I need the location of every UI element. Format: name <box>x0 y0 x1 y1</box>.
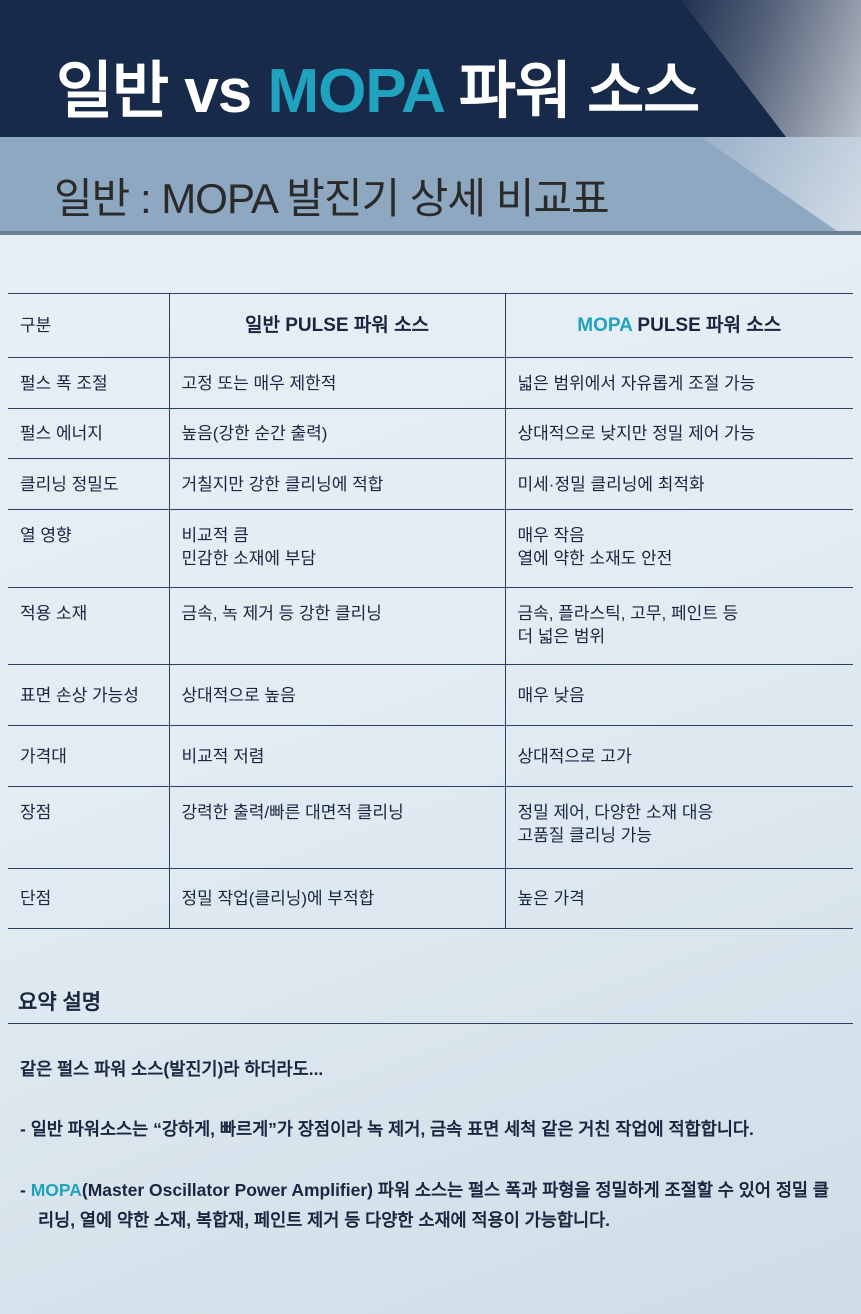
row-label: 클리닝 정밀도 <box>8 458 169 510</box>
summary-intro: 같은 펄스 파워 소스(발진기)라 하더라도... <box>20 1059 324 1079</box>
row-label: 적용 소재 <box>8 587 169 665</box>
general-cell: 상대적으로 높음 <box>168 664 505 726</box>
mopa-cell: 상대적으로 낮지만 정밀 제어 가능 <box>504 408 853 459</box>
cell-line: 상대적으로 고가 <box>517 746 632 766</box>
row-label: 표면 손상 가능성 <box>8 664 169 726</box>
bullet-dash: - <box>20 1180 31 1200</box>
row-label-text: 단점 <box>20 889 52 908</box>
mopa-cell: 매우 낮음 <box>504 664 853 726</box>
title-accent: MOPA <box>267 57 444 126</box>
table-header-row: 구분 일반 PULSE 파워 소스 MOPA PULSE 파워 소스 <box>8 293 853 358</box>
cell-line: 금속, 녹 제거 등 강한 클리닝 <box>181 604 382 623</box>
header-mopa-rest: PULSE 파워 소스 <box>632 315 782 336</box>
row-label: 펄스 폭 조절 <box>8 357 169 409</box>
header-category: 구분 <box>8 293 169 358</box>
general-cell: 비교적 저렴 <box>168 725 505 787</box>
row-label: 장점 <box>8 786 169 869</box>
cell-line: 미세·정밀 클리닝에 최적화 <box>517 474 705 494</box>
row-label-text: 적용 소재 <box>20 604 88 623</box>
general-cell: 금속, 녹 제거 등 강한 클리닝 <box>168 587 505 665</box>
mopa-accent: MOPA <box>577 315 633 336</box>
row-label-text: 열 영향 <box>20 526 72 545</box>
row-label: 단점 <box>8 868 169 929</box>
cell-line: 고정 또는 매우 제한적 <box>181 373 337 393</box>
mopa-cell: 미세·정밀 클리닝에 최적화 <box>504 458 853 510</box>
cell-line: 넓은 범위에서 자유롭게 조절 가능 <box>517 373 756 393</box>
row-label-text: 가격대 <box>20 746 67 766</box>
row-label-text: 장점 <box>20 803 52 822</box>
summary-bullet-general: - 일반 파워소스는 “강하게, 빠르게”가 장점이라 녹 제거, 금속 표면 … <box>20 1119 754 1139</box>
cell-line: 강력한 출력/빠른 대면적 클리닝 <box>181 803 404 822</box>
subtitle-light-decoration <box>701 137 861 231</box>
comparison-table: 구분 일반 PULSE 파워 소스 MOPA PULSE 파워 소스 펄스 폭 … <box>8 293 853 929</box>
mopa-cell: 넓은 범위에서 자유롭게 조절 가능 <box>504 357 853 409</box>
header-mopa: MOPA PULSE 파워 소스 <box>504 293 853 358</box>
row-label-text: 클리닝 정밀도 <box>20 474 119 494</box>
mopa-cell: 높은 가격 <box>504 868 853 929</box>
page-title: 일반 vs MOPA 파워 소스 <box>56 40 700 130</box>
header-general: 일반 PULSE 파워 소스 <box>168 293 505 358</box>
cell-line: 매우 작음 <box>517 526 585 545</box>
cell-line: 더 넓은 범위 <box>517 627 606 646</box>
cell-line: 정밀 제어, 다양한 소재 대응 <box>517 803 714 822</box>
header-banner: 일반 vs MOPA 파워 소스 <box>0 0 861 137</box>
table-row: 단점 정밀 작업(클리닝)에 부적합 높은 가격 <box>8 868 853 929</box>
cell-line: 비교적 저렴 <box>181 746 265 766</box>
subtitle-banner: 일반 : MOPA 발진기 상세 비교표 <box>0 137 861 235</box>
mopa-accent: MOPA <box>30 1180 82 1200</box>
table-row: 표면 손상 가능성 상대적으로 높음 매우 낮음 <box>8 664 853 726</box>
row-label: 가격대 <box>8 725 169 787</box>
table-row: 펄스 에너지 높음(강한 순간 출력) 상대적으로 낮지만 정밀 제어 가능 <box>8 408 853 459</box>
general-cell: 강력한 출력/빠른 대면적 클리닝 <box>168 786 505 869</box>
cell-line: 고품질 클리닝 가능 <box>517 826 653 845</box>
cell-line: 거칠지만 강한 클리닝에 적합 <box>181 474 384 494</box>
general-cell: 정밀 작업(클리닝)에 부적합 <box>168 868 505 929</box>
cell-line: 높음(강한 순간 출력) <box>181 424 328 443</box>
row-label: 열 영향 <box>8 509 169 588</box>
title-part: 파워 소스 <box>442 57 700 126</box>
bullet-text: (Master Oscillator Power Amplifier) 파워 소… <box>38 1180 829 1230</box>
summary-title: 요약 설명 <box>18 991 102 1014</box>
table-row: 가격대 비교적 저렴 상대적으로 고가 <box>8 725 853 787</box>
page-subtitle: 일반 : MOPA 발진기 상세 비교표 <box>54 175 610 222</box>
cell-line: 비교적 큼 <box>181 526 249 545</box>
mopa-cell: 상대적으로 고가 <box>504 725 853 787</box>
row-label-text: 표면 손상 가능성 <box>20 685 139 705</box>
summary-divider <box>8 1023 853 1024</box>
general-cell: 고정 또는 매우 제한적 <box>168 357 505 409</box>
row-label-text: 펄스 폭 조절 <box>20 373 108 393</box>
table-row: 적용 소재 금속, 녹 제거 등 강한 클리닝 금속, 플라스틱, 고무, 페인트 … <box>8 587 853 665</box>
cell-line: 높은 가격 <box>517 889 585 908</box>
general-cell: 높음(강한 순간 출력) <box>168 408 505 459</box>
cell-line: 상대적으로 낮지만 정밀 제어 가능 <box>517 424 756 443</box>
cell-line: 민감한 소재에 부담 <box>181 549 317 568</box>
row-label: 펄스 에너지 <box>8 408 169 459</box>
cell-line: 매우 낮음 <box>517 685 585 705</box>
table-row: 열 영향 비교적 큼 민감한 소재에 부담 매우 작음 열에 약한 소재도 안전 <box>8 509 853 588</box>
cell-line: 열에 약한 소재도 안전 <box>517 549 673 568</box>
cell-line: 금속, 플라스틱, 고무, 페인트 등 <box>517 604 739 623</box>
row-label-text: 펄스 에너지 <box>20 424 103 443</box>
general-cell: 거칠지만 강한 클리닝에 적합 <box>168 458 505 510</box>
summary-bullet-mopa: - MOPA(Master Oscillator Power Amplifier… <box>20 1175 840 1235</box>
cell-line: 상대적으로 높음 <box>181 685 296 705</box>
cell-line: 정밀 작업(클리닝)에 부적합 <box>181 889 375 908</box>
title-part: 일반 vs <box>56 57 268 126</box>
table-row: 펄스 폭 조절 고정 또는 매우 제한적 넓은 범위에서 자유롭게 조절 가능 <box>8 357 853 409</box>
table-row: 클리닝 정밀도 거칠지만 강한 클리닝에 적합 미세·정밀 클리닝에 최적화 <box>8 458 853 510</box>
